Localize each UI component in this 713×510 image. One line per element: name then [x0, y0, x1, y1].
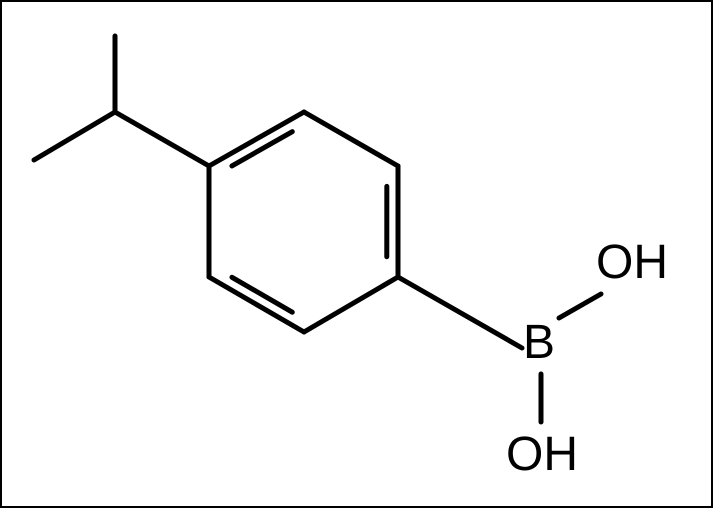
- atom-OH-bottom: OH: [506, 431, 578, 479]
- atom-B: B: [523, 319, 555, 367]
- atom-OH-top: OH: [596, 239, 668, 287]
- structure-frame: B OH OH: [0, 0, 713, 508]
